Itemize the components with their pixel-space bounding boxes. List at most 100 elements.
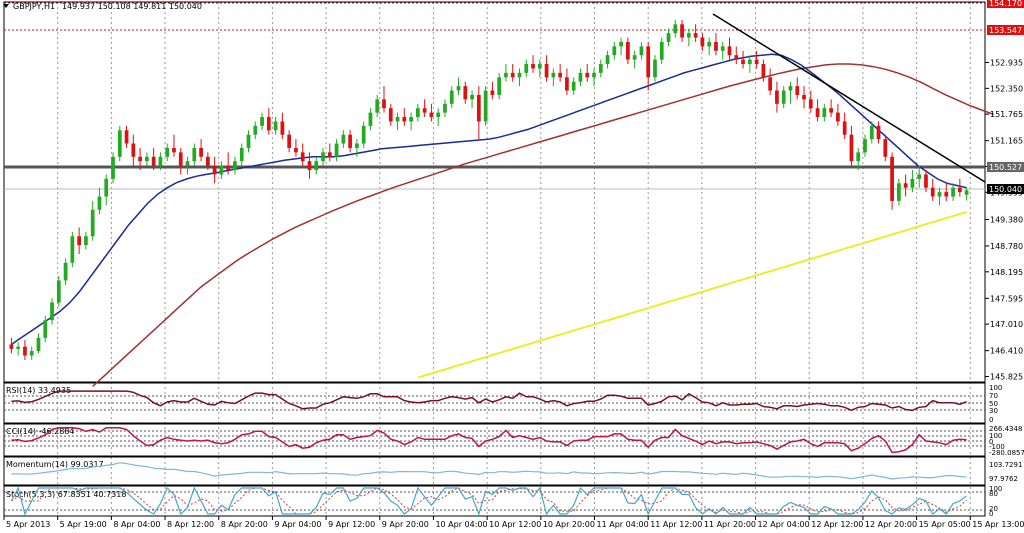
time-label: 8 Apr 12:00	[167, 520, 214, 529]
candle-body	[754, 59, 759, 65]
candle-body	[104, 178, 109, 197]
candle-body	[124, 130, 129, 144]
time-label: 10 Apr 04:00	[435, 520, 487, 529]
candle-body	[307, 161, 312, 171]
current-price-tag-bg	[987, 184, 1024, 194]
candle-body	[9, 344, 14, 349]
candle-body	[321, 152, 325, 162]
candle-body	[727, 46, 732, 56]
candle-body	[192, 147, 197, 162]
time-label: 8 Apr 20:00	[221, 520, 268, 529]
candle-body	[544, 64, 549, 78]
candle-body	[558, 72, 562, 78]
candle-body	[375, 99, 380, 113]
candle-body	[334, 143, 339, 157]
price-tick-label: 148.780	[990, 242, 1023, 251]
candle-body	[233, 161, 237, 171]
candle-body	[612, 46, 617, 56]
time-label: 11 Apr 20:00	[704, 520, 756, 529]
candle-body	[327, 152, 332, 157]
cci-tick-100: 100	[989, 432, 1002, 440]
support-tag: 150.527	[989, 163, 1022, 172]
rsi-pane: RSI(14) 33.4935 100 70 50 30 0	[4, 384, 1002, 424]
candle-body	[524, 64, 529, 73]
chart-symbol: GBPJPY,H1	[13, 2, 55, 11]
candle-body	[646, 46, 651, 78]
candle-body	[388, 108, 393, 122]
candle-body	[781, 90, 786, 104]
candle-body	[56, 280, 61, 303]
cci-pane: CCI(14) -46.2884 266.4348 100 0 -100 -28…	[4, 425, 1024, 457]
candle-body	[205, 156, 210, 166]
candle-body	[592, 72, 596, 78]
candle-body	[761, 64, 766, 78]
stoch-pane-frame	[3, 485, 986, 517]
price-tick-label: 145.825	[990, 372, 1023, 381]
candle-body	[280, 121, 285, 135]
candle-body	[456, 86, 461, 91]
candle-body	[111, 156, 115, 179]
candle-body	[836, 112, 840, 122]
cci-line	[11, 427, 967, 454]
candle-body	[300, 152, 305, 162]
candle-body	[829, 108, 833, 113]
candle-body	[897, 183, 901, 201]
price-tick-label: 147.010	[990, 320, 1023, 329]
candles	[9, 19, 969, 360]
chart-ohlc: 149.937 150.108 149.811 150.040	[62, 2, 202, 11]
time-label: 15 Apr 05:00	[919, 520, 971, 529]
candle-body	[659, 41, 664, 60]
candle-body	[808, 99, 813, 109]
candle-body	[294, 147, 298, 153]
candle-body	[436, 112, 441, 118]
momentum-line	[11, 462, 967, 480]
time-axis: 5 Apr 2013 5 Apr 19:00 8 Apr 04:00 8 Apr 12…	[3, 516, 1024, 529]
candle-body	[178, 152, 183, 166]
momentum-label: Momentum(14) 99.0317	[6, 460, 104, 469]
candle-body	[924, 174, 928, 188]
rsi-tick-30: 30	[989, 407, 998, 415]
ma-fast-line	[10, 53, 967, 346]
candle-body	[36, 337, 41, 352]
candle-body	[429, 112, 434, 118]
dropdown-arrow-icon[interactable]	[3, 4, 9, 8]
candle-body	[145, 156, 149, 162]
ma-mid-line	[92, 63, 994, 387]
candle-body	[395, 117, 400, 122]
candle-body	[29, 351, 34, 356]
price-tick-label: 147.595	[990, 294, 1023, 303]
candle-body	[951, 187, 955, 197]
candle-body	[50, 302, 54, 321]
candle-body	[937, 192, 942, 197]
candle-body	[768, 77, 773, 91]
stoch-label: Stoch(5,3,3) 67.8351 40.7318	[6, 490, 126, 499]
candle-body	[578, 72, 583, 82]
candle-body	[348, 134, 352, 148]
time-label: 12 Apr 20:00	[865, 520, 917, 529]
candle-body	[876, 125, 881, 140]
candle-body	[449, 90, 454, 104]
candle-body	[714, 41, 718, 51]
candle-body	[158, 156, 163, 166]
candle-body	[686, 33, 691, 38]
candle-body	[422, 108, 427, 113]
stoch-tick-80: 80	[989, 490, 998, 498]
time-label: 12 Apr 04:00	[758, 520, 810, 529]
trendline[interactable]	[712, 13, 986, 183]
candle-body	[476, 94, 481, 122]
candle-body	[409, 117, 413, 122]
price-tick-label: 152.350	[990, 84, 1023, 93]
candle-body	[273, 121, 278, 131]
time-label: 11 Apr 12:00	[650, 520, 702, 529]
candle-body	[957, 187, 962, 193]
rsi-tick-50: 50	[989, 400, 998, 408]
candle-body	[707, 41, 712, 47]
candle-body	[226, 165, 231, 171]
candle-body	[944, 192, 949, 197]
top-price-tag-bg	[987, 0, 1024, 8]
candle-body	[117, 130, 122, 157]
candle-body	[239, 147, 244, 162]
candle-body	[97, 196, 102, 210]
candle-body	[795, 86, 800, 95]
